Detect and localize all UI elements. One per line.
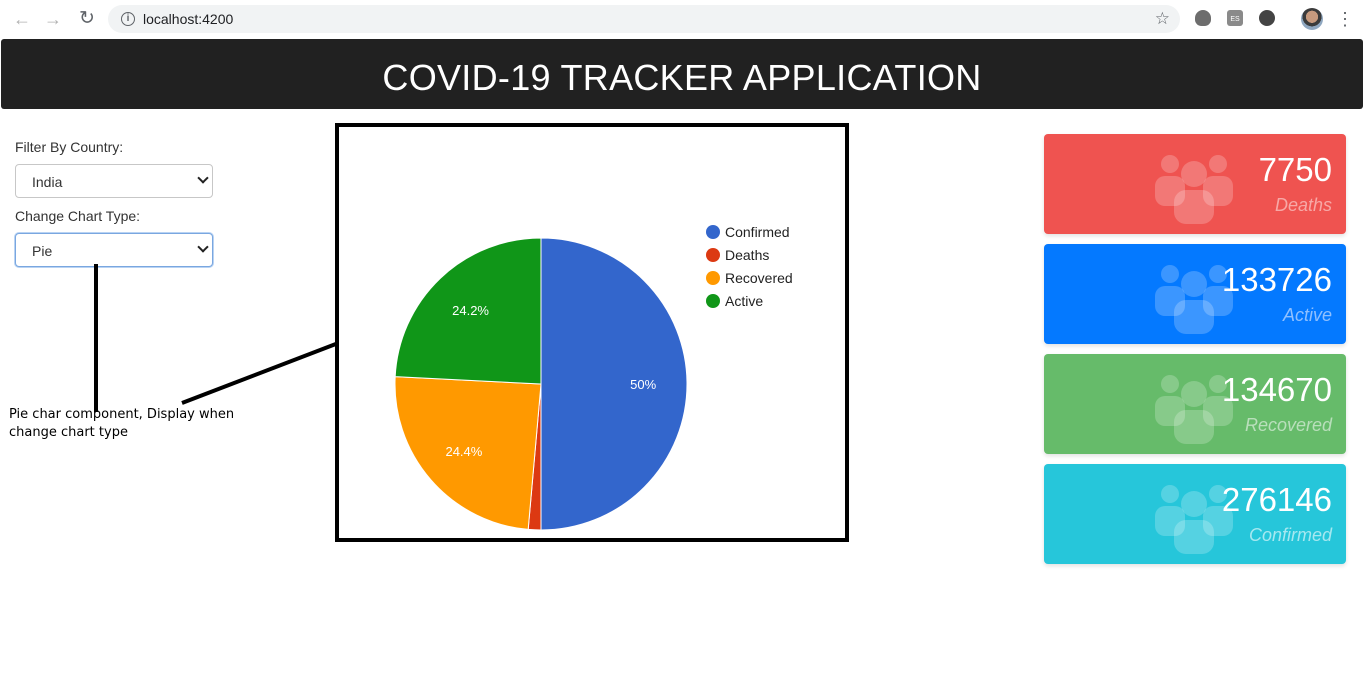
info-icon[interactable]: i — [121, 12, 135, 26]
legend-marker-confirmed[interactable] — [706, 225, 720, 239]
extension-es-icon[interactable]: ES — [1227, 10, 1243, 26]
pie-data-label-active: 24.2% — [452, 303, 489, 318]
stat-label: Recovered — [1244, 415, 1332, 435]
stat-label: Deaths — [1274, 195, 1332, 215]
legend-marker-recovered[interactable] — [706, 271, 720, 285]
chevron-down-icon — [197, 172, 209, 184]
browser-toolbar: ← → ↻ i localhost:4200 ☆ ES ⋮ — [0, 0, 1364, 38]
page-title: COVID-19 TRACKER APPLICATION — [382, 57, 982, 98]
chart-type-select-value: Pie — [32, 243, 53, 259]
extension-circle-icon[interactable] — [1259, 10, 1275, 26]
chart-type-select[interactable]: Pie — [15, 233, 213, 267]
bookmark-star-icon[interactable]: ☆ — [1154, 9, 1170, 28]
legend-label-recovered[interactable]: Recovered — [725, 270, 793, 286]
stat-card-deaths: 7750 Deaths — [1044, 134, 1346, 234]
users-icon — [1154, 260, 1234, 335]
users-icon — [1154, 370, 1234, 445]
stat-value: 134670 — [1221, 371, 1332, 408]
pie-data-label-recovered: 24.4% — [445, 444, 482, 459]
pie-slice-recovered[interactable] — [394, 376, 542, 530]
stat-label: Confirmed — [1248, 525, 1332, 545]
annotation-diagonal-line — [181, 340, 342, 405]
pie-chart-component: 50% 24.4% 24.2% Confirmed Deaths Recovered Act… — [335, 123, 849, 542]
stat-value: 276146 — [1221, 481, 1332, 518]
back-arrow-icon[interactable]: ← — [13, 9, 31, 29]
profile-avatar[interactable] — [1301, 8, 1323, 30]
pie-slice-confirmed[interactable] — [540, 237, 688, 531]
url-text: localhost:4200 — [143, 11, 234, 27]
legend-label-confirmed[interactable]: Confirmed — [725, 224, 790, 240]
chart-type-label: Change Chart Type: — [15, 208, 141, 224]
country-filter-label: Filter By Country: — [15, 139, 124, 155]
legend-label-active[interactable]: Active — [725, 293, 763, 309]
legend-marker-active[interactable] — [706, 294, 720, 308]
stat-card-confirmed: 276146 Confirmed — [1044, 464, 1346, 564]
pie-chart: 50% 24.4% 24.2% Confirmed Deaths Recovered Act… — [394, 224, 793, 531]
stat-value: 7750 — [1258, 151, 1332, 188]
stat-value: 133726 — [1221, 261, 1332, 298]
legend-label-deaths[interactable]: Deaths — [725, 247, 769, 263]
stat-card-recovered: 134670 Recovered — [1044, 354, 1346, 454]
annotation-note: Pie char component, Display when change … — [9, 407, 235, 440]
address-bar[interactable]: i localhost:4200 ☆ — [108, 5, 1180, 33]
legend-marker-deaths[interactable] — [706, 248, 720, 262]
forward-arrow-icon[interactable]: → — [44, 9, 62, 29]
app-header: COVID-19 TRACKER APPLICATION — [1, 39, 1363, 109]
pie-slice-active[interactable] — [394, 237, 542, 385]
users-icon — [1154, 150, 1234, 225]
menu-dots-icon[interactable]: ⋮ — [1336, 9, 1354, 29]
reload-icon[interactable]: ↻ — [79, 8, 95, 29]
stat-label: Active — [1282, 305, 1332, 325]
users-icon — [1154, 480, 1234, 555]
chevron-down-icon — [197, 241, 209, 253]
extension-shield-icon[interactable] — [1195, 10, 1211, 26]
stat-card-active: 133726 Active — [1044, 244, 1346, 344]
country-select[interactable]: India — [15, 164, 213, 198]
pie-data-label-confirmed: 50% — [630, 377, 656, 392]
country-select-value: India — [32, 174, 63, 190]
